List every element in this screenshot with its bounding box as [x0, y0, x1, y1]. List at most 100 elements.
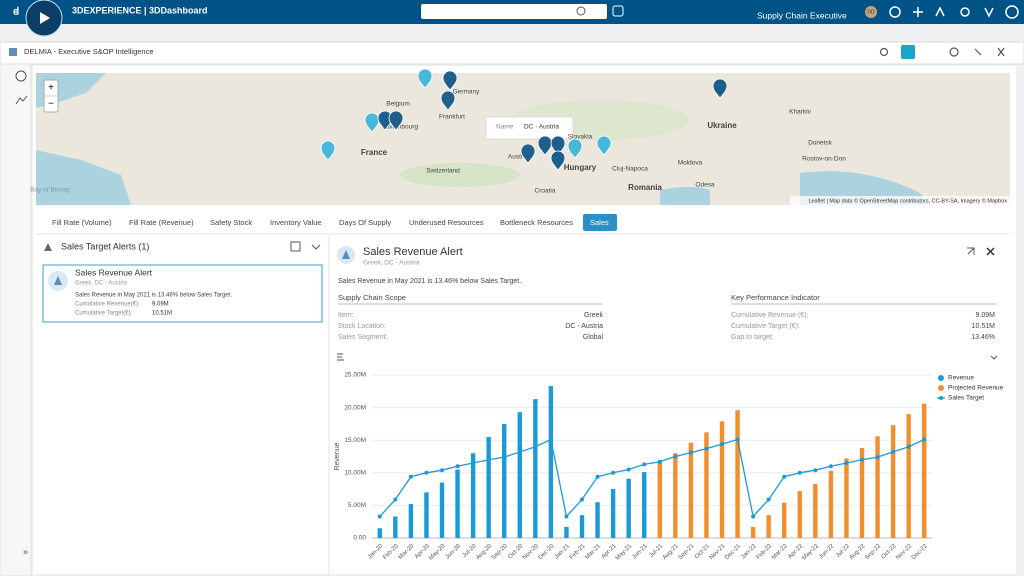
sidebar-icon[interactable]	[15, 70, 27, 82]
bar[interactable]	[673, 453, 678, 538]
add-icon[interactable]	[913, 7, 923, 17]
zoom-in[interactable]: +	[48, 83, 54, 94]
bar[interactable]	[564, 526, 569, 538]
line-point[interactable]	[626, 467, 631, 472]
line-point[interactable]	[688, 450, 693, 455]
line-point[interactable]	[642, 462, 647, 467]
map-pin[interactable]	[442, 70, 458, 91]
bar[interactable]	[719, 421, 725, 538]
bar[interactable]	[502, 423, 507, 538]
collapse-icon[interactable]	[311, 244, 321, 250]
close-icon[interactable]	[986, 247, 995, 256]
help-icon[interactable]	[1005, 5, 1019, 19]
bar[interactable]	[626, 478, 631, 538]
notify-icon[interactable]	[889, 6, 901, 18]
line-point[interactable]	[564, 514, 569, 519]
map-pin[interactable]	[520, 143, 536, 164]
pin-close-icons[interactable]	[974, 47, 1005, 57]
line-point[interactable]	[595, 474, 600, 479]
map-pin[interactable]	[417, 68, 433, 89]
map-pin[interactable]	[567, 138, 583, 159]
bar[interactable]	[844, 458, 849, 538]
line-point[interactable]	[860, 457, 864, 462]
line-point[interactable]	[720, 442, 724, 447]
line-point[interactable]	[486, 457, 491, 462]
sort-icon[interactable]	[290, 241, 301, 252]
legend-label[interactable]: Sales Target	[948, 395, 984, 402]
bar[interactable]	[657, 461, 662, 538]
user-name[interactable]: Supply Chain Executive	[757, 10, 847, 20]
line-point[interactable]	[455, 464, 460, 469]
map-pin[interactable]	[596, 135, 612, 156]
line-point[interactable]	[875, 455, 880, 460]
search-app-icon[interactable]	[879, 47, 889, 57]
bar[interactable]	[377, 528, 382, 538]
line-point[interactable]	[891, 449, 896, 454]
bar[interactable]	[782, 502, 787, 538]
expand-icon[interactable]: »	[23, 546, 28, 556]
line-point[interactable]	[548, 437, 553, 442]
alert-card[interactable]	[42, 264, 323, 323]
map-pin[interactable]	[320, 140, 336, 161]
bar[interactable]	[579, 515, 585, 538]
line-point[interactable]	[922, 437, 927, 442]
line-point[interactable]	[766, 497, 771, 502]
line-point[interactable]	[471, 461, 476, 466]
network-icon[interactable]	[960, 7, 970, 17]
line-point[interactable]	[440, 468, 444, 473]
bar[interactable]	[439, 482, 445, 538]
bar[interactable]	[797, 491, 802, 538]
search-icon[interactable]	[576, 6, 586, 16]
bar[interactable]	[393, 516, 398, 538]
bar[interactable]	[704, 432, 709, 538]
line-point[interactable]	[517, 449, 522, 454]
refresh-icon[interactable]	[949, 47, 959, 57]
map-pin[interactable]	[364, 112, 380, 133]
tab[interactable]: Fill Rate (Revenue)	[129, 218, 194, 227]
search-box[interactable]	[421, 4, 607, 19]
bar[interactable]	[455, 469, 460, 538]
tab[interactable]: Days Of Supply	[339, 218, 391, 227]
legend-label[interactable]: Revenue	[948, 375, 974, 382]
bar[interactable]	[533, 399, 538, 538]
zoom-out[interactable]: −	[48, 99, 54, 110]
map-pin[interactable]	[440, 90, 456, 111]
line-point[interactable]	[704, 446, 709, 451]
bar[interactable]	[922, 403, 927, 538]
apps-icon[interactable]	[984, 7, 994, 18]
bar[interactable]	[424, 492, 429, 538]
legend-label[interactable]: Projected Revenue	[948, 385, 1004, 392]
line-point[interactable]	[797, 470, 802, 475]
map-pin[interactable]	[388, 110, 404, 131]
line-point[interactable]	[424, 470, 429, 475]
bar[interactable]	[688, 442, 694, 538]
tag-icon[interactable]	[612, 5, 624, 17]
line-point[interactable]	[813, 468, 818, 473]
line-point[interactable]	[751, 514, 756, 519]
bar[interactable]	[486, 436, 491, 538]
filter-button[interactable]	[901, 45, 915, 59]
bar[interactable]	[906, 414, 911, 538]
tab[interactable]: Safety Stock	[210, 218, 252, 227]
line-point[interactable]	[393, 497, 398, 502]
avatar[interactable]	[865, 6, 877, 18]
bar[interactable]	[875, 436, 880, 538]
bar[interactable]	[610, 489, 616, 538]
bar[interactable]	[890, 425, 896, 538]
bar[interactable]	[813, 483, 818, 538]
line-point[interactable]	[611, 470, 616, 475]
bar[interactable]	[828, 470, 834, 538]
line-point[interactable]	[580, 497, 584, 502]
bar[interactable]	[517, 412, 522, 538]
line-point[interactable]	[502, 455, 507, 460]
bar[interactable]	[408, 504, 414, 538]
line-point[interactable]	[828, 464, 833, 469]
tab[interactable]: Inventory Value	[270, 218, 322, 227]
line-point[interactable]	[906, 444, 911, 449]
share-icon[interactable]	[935, 6, 945, 17]
map-pin[interactable]	[550, 150, 566, 171]
bar[interactable]	[750, 526, 756, 538]
line-point[interactable]	[782, 474, 787, 479]
bar[interactable]	[548, 386, 554, 538]
tab[interactable]: Sales	[590, 218, 609, 227]
